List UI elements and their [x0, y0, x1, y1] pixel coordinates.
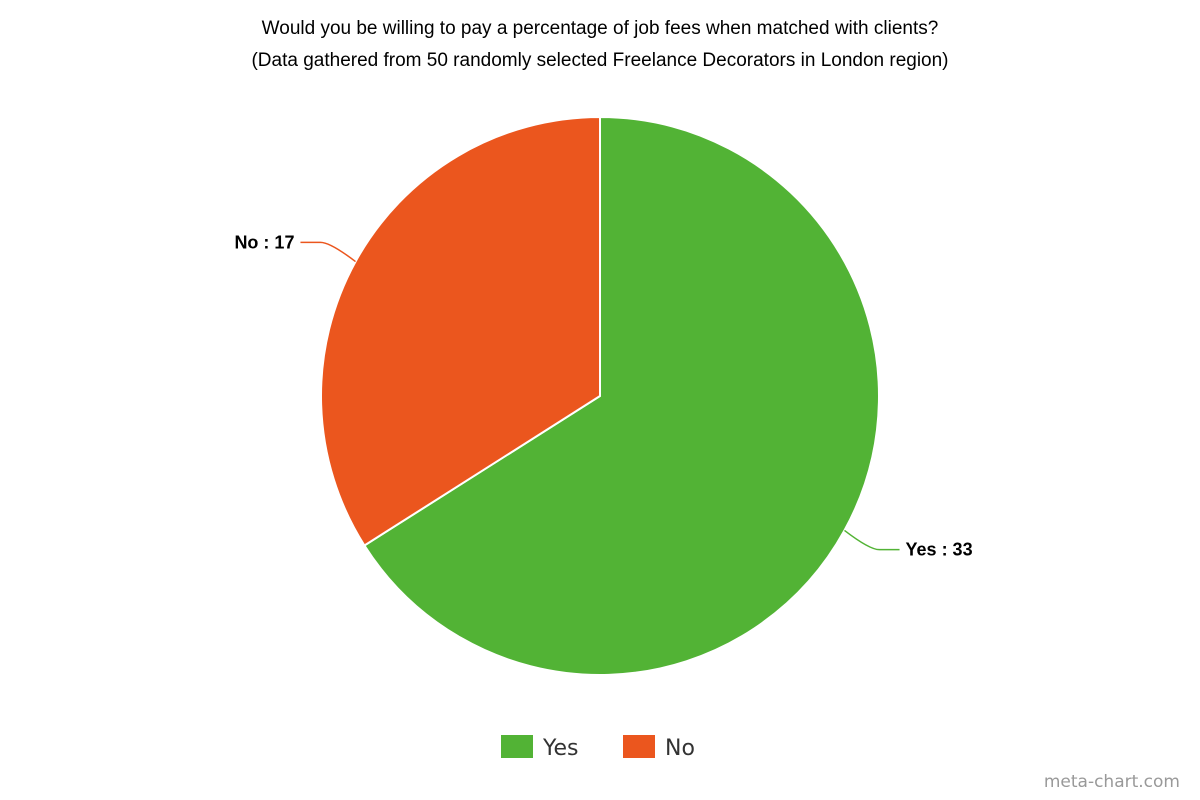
slice-labels: Yes : 33 No : 17 — [234, 232, 972, 559]
chart-title: Would you be willing to pay a percentage… — [261, 18, 939, 39]
chart-subtitle: (Data gathered from 50 randomly selected… — [251, 50, 949, 71]
slice-leader-lines — [300, 241, 900, 551]
legend: Yes No — [501, 735, 695, 761]
leader-line-no — [300, 241, 356, 263]
legend-item-no[interactable]: No — [623, 735, 695, 761]
legend-item-yes[interactable]: Yes — [501, 735, 579, 761]
slice-label-yes: Yes : 33 — [906, 540, 973, 560]
pie-slice-no — [320, 115, 601, 547]
legend-swatch-no — [623, 735, 655, 758]
legend-label-no: No — [665, 736, 695, 761]
pie-slices — [320, 115, 880, 676]
pie-slice-yes — [363, 115, 880, 676]
leader-line-yes — [844, 529, 900, 551]
legend-label-yes: Yes — [542, 736, 579, 761]
chart-title-block: Would you be willing to pay a percentage… — [0, 13, 1200, 77]
legend-swatch-yes — [501, 735, 533, 758]
watermark: meta-chart.com — [1043, 772, 1180, 792]
slice-label-no: No : 17 — [234, 232, 294, 252]
